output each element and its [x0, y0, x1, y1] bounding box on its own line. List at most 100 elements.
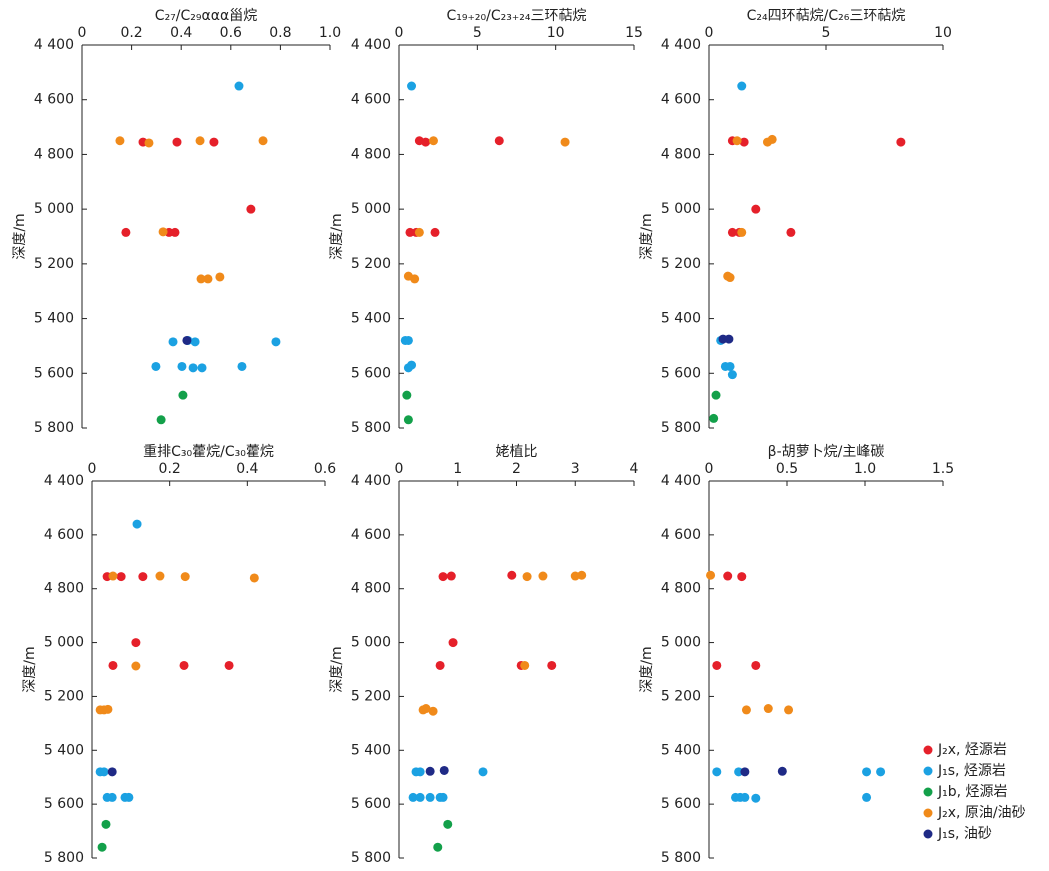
data-point [428, 706, 438, 716]
y-tick-label: 4 800 [351, 146, 391, 162]
y-tick-label: 5 600 [661, 796, 701, 812]
x-tick-label: 2 [512, 461, 521, 477]
data-point [786, 227, 796, 237]
x-tick-label: 0.2 [159, 461, 181, 477]
y-tick-label: 5 800 [34, 420, 74, 436]
y-tick-label: 4 800 [661, 146, 701, 162]
data-point [103, 704, 113, 714]
y-tick-label: 5 800 [661, 850, 701, 866]
y-tick-label: 4 400 [661, 37, 701, 53]
data-point [723, 571, 733, 581]
data-point [712, 660, 722, 670]
data-point [727, 227, 737, 237]
y-tick-label: 5 800 [661, 420, 701, 436]
data-point [97, 842, 107, 852]
data-point [777, 766, 787, 776]
data-point [407, 360, 417, 370]
data-point [737, 81, 747, 91]
data-point [862, 792, 872, 802]
data-point [414, 227, 424, 237]
y-tick-label: 5 000 [351, 201, 391, 217]
data-point [415, 792, 425, 802]
x-tick-label: 10 [934, 25, 952, 41]
data-point [443, 819, 453, 829]
x-tick-label: 3 [571, 461, 580, 477]
y-tick-label: 5 600 [661, 365, 701, 381]
x-tick-label: 0.4 [236, 461, 258, 477]
x-tick-label: 0 [88, 461, 97, 477]
data-point [494, 136, 504, 146]
data-point [421, 137, 431, 147]
data-point [407, 81, 417, 91]
data-point [224, 660, 234, 670]
y-tick-label: 5 800 [351, 850, 391, 866]
y-tick-label: 5 400 [661, 311, 701, 327]
x-tick-label: 0 [395, 461, 404, 477]
data-point [124, 792, 134, 802]
data-point [577, 570, 587, 580]
data-point [271, 337, 281, 347]
y-tick-label: 5 600 [44, 796, 84, 812]
y-tick-label: 5 000 [661, 635, 701, 651]
data-point [155, 571, 165, 581]
legend-marker [923, 787, 933, 797]
y-tick-label: 5 600 [351, 365, 391, 381]
data-point [410, 274, 420, 284]
chart-title: C₂₇/C₂₉ααα甾烷 [155, 8, 257, 24]
data-point [215, 272, 225, 282]
x-tick-label: 4 [630, 461, 639, 477]
legend-marker [923, 808, 933, 818]
y-tick-label: 5 400 [351, 742, 391, 758]
data-point [151, 361, 161, 371]
data-point [538, 571, 548, 581]
data-point [107, 767, 117, 777]
data-point [732, 136, 742, 146]
legend-label: J₁b, 烃源岩 [937, 784, 1008, 800]
x-tick-label: 0.5 [776, 461, 798, 477]
data-point [896, 137, 906, 147]
data-point [197, 363, 207, 373]
y-tick-label: 4 600 [661, 92, 701, 108]
y-tick-label: 5 400 [44, 742, 84, 758]
data-point [448, 638, 458, 648]
x-tick-label: 1 [453, 461, 462, 477]
y-tick-label: 4 600 [351, 527, 391, 543]
data-point [131, 638, 141, 648]
data-point [751, 660, 761, 670]
y-tick-label: 5 800 [351, 420, 391, 436]
data-point [203, 274, 213, 284]
y-tick-label: 5 200 [44, 688, 84, 704]
x-tick-label: 0.2 [120, 25, 142, 41]
data-point [107, 792, 117, 802]
y-tick-label: 4 800 [44, 581, 84, 597]
data-point [121, 227, 131, 237]
y-axis-label: 深度/m [329, 646, 345, 692]
data-point [234, 81, 244, 91]
x-tick-label: 5 [473, 25, 482, 41]
y-tick-label: 4 600 [34, 92, 74, 108]
data-point [709, 413, 719, 423]
chart-title: 姥植比 [496, 444, 538, 460]
x-tick-label: 0.6 [220, 25, 242, 41]
data-point [99, 767, 109, 777]
x-tick-label: 15 [625, 25, 643, 41]
data-point [425, 766, 435, 776]
y-tick-label: 5 400 [351, 311, 391, 327]
x-tick-label: 1.5 [932, 461, 954, 477]
data-point [439, 765, 449, 775]
data-point [711, 390, 721, 400]
data-point [446, 571, 456, 581]
x-tick-label: 0.4 [170, 25, 192, 41]
y-tick-label: 4 800 [351, 581, 391, 597]
y-tick-label: 4 400 [351, 37, 391, 53]
data-point [751, 793, 761, 803]
data-point [101, 819, 111, 829]
x-tick-label: 0 [705, 25, 714, 41]
data-point [522, 572, 532, 582]
legend-label: J₂x, 原油/油砂 [937, 805, 1026, 821]
data-point [737, 227, 747, 237]
y-tick-label: 5 400 [34, 311, 74, 327]
legend-marker [923, 829, 933, 839]
data-point [158, 227, 168, 237]
y-tick-label: 5 800 [44, 850, 84, 866]
